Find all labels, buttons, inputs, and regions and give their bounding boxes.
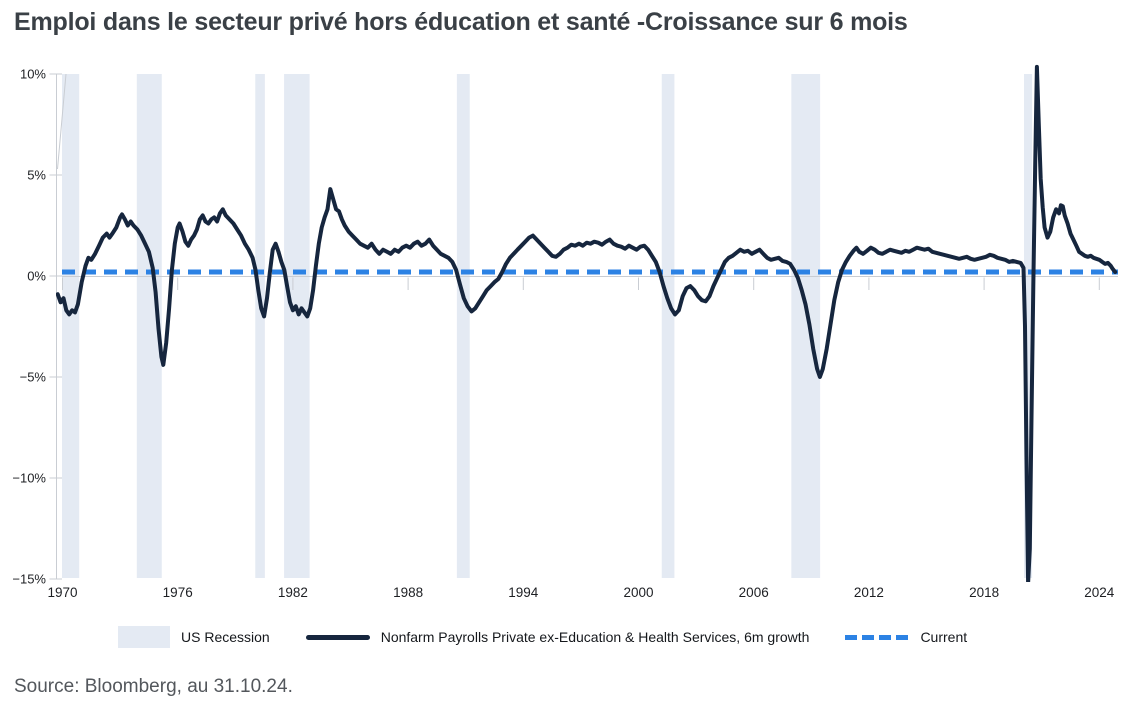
page-title: Emploi dans le secteur privé hors éducat… [14, 8, 908, 36]
current-dash-swatch [845, 634, 910, 640]
legend-item-us-recession: US Recession [118, 626, 270, 648]
recession-swatch [118, 626, 170, 648]
y-tick-label: −5% [20, 370, 47, 385]
x-tick-label: 1988 [393, 585, 423, 600]
x-tick-label: 2018 [969, 585, 999, 600]
recession-band [255, 74, 265, 578]
legend-label-series: Nonfarm Payrolls Private ex-Education & … [380, 629, 810, 645]
y-tick-label: 0% [27, 269, 46, 284]
legend-label-current: Current [920, 629, 968, 645]
x-tick-label: 1994 [508, 585, 539, 600]
x-tick-label: 1970 [47, 585, 77, 600]
x-tick-label: 2006 [739, 585, 769, 600]
x-tick-label: 1982 [278, 585, 308, 600]
recession-band [456, 74, 470, 578]
y-tick-label: 10% [20, 67, 46, 82]
recession-band [661, 74, 675, 578]
recession-band [791, 74, 821, 578]
y-tick-label: −15% [12, 572, 46, 587]
legend-label-us-recession: US Recession [181, 629, 270, 645]
chart-legend: US Recession Nonfarm Payrolls Private ex… [118, 622, 967, 652]
x-tick-label: 2012 [854, 585, 884, 600]
y-tick-label: −10% [12, 471, 46, 486]
legend-item-series: Nonfarm Payrolls Private ex-Education & … [305, 629, 810, 645]
x-tick-label: 1976 [163, 585, 193, 600]
source-note: Source: Bloomberg, au 31.10.24. [14, 676, 293, 697]
series-line [56, 64, 1118, 582]
x-tick-label: 2024 [1084, 585, 1115, 600]
employment-growth-chart: 10% 5% 0% −5% −10% −15%1970 1976 1982 1988 1994 20… [12, 64, 1118, 600]
legend-item-current: Current [845, 629, 967, 645]
axis-break-wedge [57, 73, 67, 170]
recession-band [62, 74, 80, 578]
series-line-swatch [305, 634, 370, 640]
recession-band [284, 74, 310, 578]
x-tick-label: 2000 [623, 585, 653, 600]
recession-band [1024, 74, 1033, 578]
y-tick-label: 5% [27, 168, 46, 183]
